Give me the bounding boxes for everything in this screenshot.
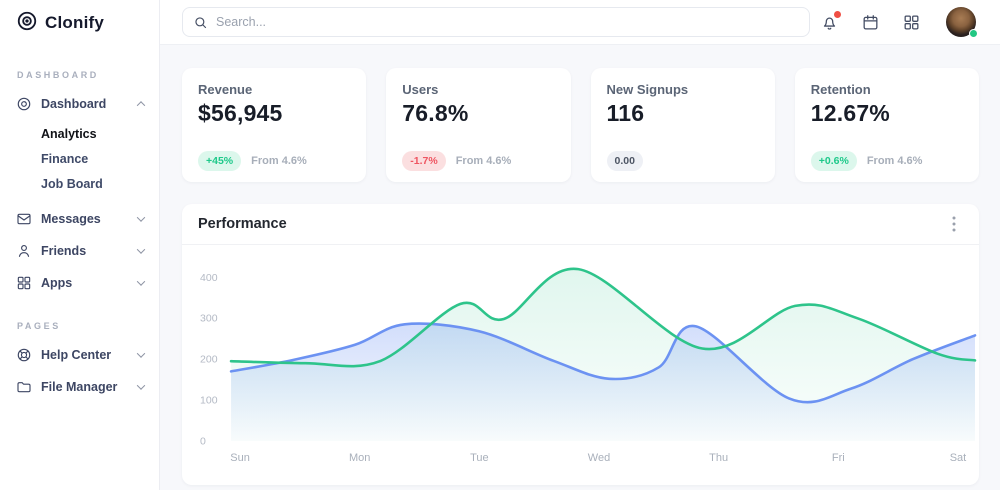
sidebar-subitem-finance[interactable]: Finance xyxy=(41,152,89,166)
logo[interactable]: Clonify xyxy=(0,0,159,46)
chevron-down-icon xyxy=(136,213,146,222)
svg-text:Wed: Wed xyxy=(588,452,610,464)
svg-text:Sat: Sat xyxy=(950,452,967,464)
svg-text:Fri: Fri xyxy=(832,452,845,464)
svg-text:200: 200 xyxy=(200,354,218,366)
stat-title: Revenue xyxy=(198,82,253,97)
stat-value: 116 xyxy=(606,100,645,126)
stat-title: New Signups xyxy=(606,82,689,97)
chevron-down-icon xyxy=(136,381,146,390)
svg-text:Thu: Thu xyxy=(709,452,728,464)
topbar-actions xyxy=(819,7,978,38)
mail-icon xyxy=(16,211,32,227)
sidebar-subitem-analytics[interactable]: Analytics xyxy=(41,127,97,141)
stat-title: Users xyxy=(402,82,439,97)
apps-icon xyxy=(16,275,32,291)
stat-card-retention: Retention 12.67% +0.6% From 4.6% xyxy=(794,68,979,182)
main-content: Revenue $56,945 +45% From 4.6% Users 76.… xyxy=(160,45,1000,490)
clonify-logo-icon xyxy=(16,10,38,37)
dashboard-icon xyxy=(16,96,32,112)
stat-note: From 4.6% xyxy=(455,155,512,167)
chart-title: Performance xyxy=(198,216,287,232)
svg-text:Mon: Mon xyxy=(349,452,370,464)
trend-badge: -1.7% xyxy=(402,151,446,171)
sidebar-item-label: Friends xyxy=(41,244,87,258)
section-label-dashboard: DASHBOARD xyxy=(17,70,99,80)
topbar xyxy=(160,0,1000,45)
stat-card-revenue: Revenue $56,945 +45% From 4.6% xyxy=(182,68,367,182)
stat-value: 12.67% xyxy=(810,100,890,126)
svg-text:Sun: Sun xyxy=(230,452,250,464)
sidebar-item-label: Dashboard xyxy=(41,97,107,111)
dashboard-submenu: Analytics Finance Job Board xyxy=(0,120,159,203)
trend-badge: +0.6% xyxy=(810,151,857,171)
search-box[interactable] xyxy=(182,7,810,37)
user-icon xyxy=(16,243,32,259)
sidebar-item-label: File Manager xyxy=(41,380,118,394)
performance-header: Performance xyxy=(182,204,979,245)
area-chart-svg: 0 100 200 300 400 Sun Mon Tue Wed Thu Fri Sat xyxy=(200,267,977,464)
sidebar-item-label: Apps xyxy=(41,276,73,290)
sidebar: Clonify DASHBOARD Dashboard Analytics Fi… xyxy=(0,0,160,490)
section-label-pages: PAGES xyxy=(17,321,61,331)
notifications-button[interactable] xyxy=(819,11,841,32)
sidebar-item-file-manager[interactable]: File Manager xyxy=(0,371,159,403)
sidebar-item-label: Help Center xyxy=(41,348,112,362)
svg-text:100: 100 xyxy=(200,395,218,407)
chevron-down-icon xyxy=(136,277,146,286)
sidebar-item-dashboard[interactable]: Dashboard xyxy=(0,88,159,120)
stat-note: From 4.6% xyxy=(251,155,307,167)
sidebar-item-label: Messages xyxy=(41,212,101,226)
calendar-button[interactable] xyxy=(860,12,880,32)
user-menu[interactable] xyxy=(946,7,978,38)
chevron-up-icon xyxy=(136,101,146,110)
svg-text:400: 400 xyxy=(200,272,218,284)
search-input[interactable] xyxy=(216,15,799,29)
sidebar-item-friends[interactable]: Friends xyxy=(0,235,159,267)
stat-card-users: Users 76.8% -1.7% From 4.6% xyxy=(386,68,571,182)
sidebar-item-help-center[interactable]: Help Center xyxy=(0,339,159,371)
sidebar-item-messages[interactable]: Messages xyxy=(0,203,159,235)
kebab-icon xyxy=(947,215,961,233)
stats-row: Revenue $56,945 +45% From 4.6% Users 76.… xyxy=(182,68,979,182)
performance-chart: 0 100 200 300 400 Sun Mon Tue Wed Thu Fri Sat xyxy=(182,245,979,485)
calendar-icon xyxy=(861,13,880,32)
trend-badge: +45% xyxy=(198,151,242,171)
stat-value: 76.8% xyxy=(402,100,469,126)
apps-grid-button[interactable] xyxy=(901,12,921,32)
sidebar-subitem-job-board[interactable]: Job Board xyxy=(41,177,103,191)
sidebar-item-apps[interactable]: Apps xyxy=(0,267,159,299)
chart-menu-button[interactable] xyxy=(943,213,965,235)
logo-text: Clonify xyxy=(45,13,105,32)
svg-text:Tue: Tue xyxy=(470,452,489,464)
bell-icon xyxy=(820,13,839,32)
svg-text:300: 300 xyxy=(200,313,218,325)
performance-card: Performance 0 100 200 300 400 Sun Mon Tue Wed Thu… xyxy=(182,204,979,485)
lifebuoy-icon xyxy=(16,347,32,363)
online-status-dot xyxy=(969,29,978,38)
chevron-down-icon xyxy=(136,349,146,358)
folder-icon xyxy=(16,379,32,395)
stat-card-new-signups: New Signups 116 0.00 xyxy=(590,68,775,182)
stat-title: Retention xyxy=(810,82,871,97)
stat-value: $56,945 xyxy=(198,100,283,126)
chevron-down-icon xyxy=(136,245,146,254)
notification-dot xyxy=(834,11,841,18)
svg-text:0: 0 xyxy=(200,436,206,448)
stat-note: From 4.6% xyxy=(866,155,923,167)
grid-icon xyxy=(902,13,921,32)
trend-badge: 0.00 xyxy=(606,151,643,171)
search-icon xyxy=(193,15,208,30)
